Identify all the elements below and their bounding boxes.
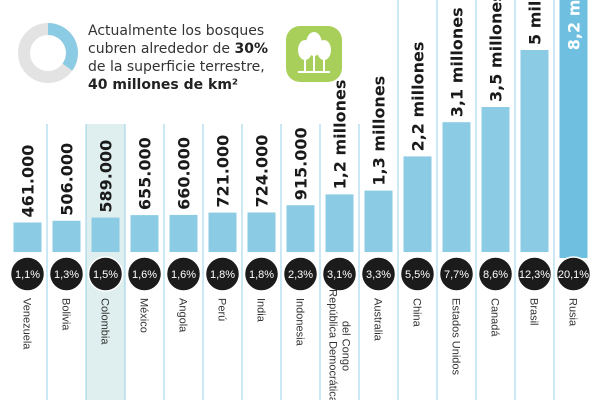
intro-line-2-text: cubren alrededor de <box>88 41 235 57</box>
percent-label: 1,6% <box>171 269 196 281</box>
bar <box>559 0 588 259</box>
percent-circle <box>438 256 475 292</box>
category-label: Venezuela <box>21 298 33 350</box>
category-label: India <box>255 298 267 323</box>
percent-circle <box>87 256 124 292</box>
percent-label: 1,3% <box>54 269 79 281</box>
bar-value-label: 589.000 <box>97 140 116 213</box>
bar <box>208 212 237 252</box>
percent-label: 5,5% <box>405 269 430 281</box>
bar-value-label: 3,5 millones <box>487 0 506 102</box>
percent-circle <box>165 256 202 292</box>
bar-value-label: 915.000 <box>292 127 311 200</box>
trees-icon <box>286 26 342 82</box>
bar-value-label: 8,2 millones <box>565 0 584 50</box>
bar <box>364 190 393 252</box>
bar-value-label: 461.000 <box>19 145 38 218</box>
bar-value-label: 3,1 millones <box>448 7 467 117</box>
category-label: Perú <box>216 298 228 321</box>
category-label: Colombia <box>99 298 111 345</box>
bar-value-label: 506.000 <box>58 143 77 216</box>
bar <box>91 217 120 252</box>
category-label: del Congo <box>340 321 352 371</box>
percent-label: 8,6% <box>483 269 508 281</box>
percent-circle <box>204 256 241 292</box>
category-label: Estados Unidos <box>450 298 462 376</box>
bar-value-label: 5 millones <box>526 0 545 45</box>
category-label: Brasil <box>528 298 540 326</box>
bar <box>247 212 276 252</box>
donut-chart-icon <box>18 23 78 83</box>
ground-line <box>298 71 330 73</box>
category-label: República Democrática <box>327 289 339 400</box>
intro-line-3: de la superficie terrestre, <box>88 59 265 75</box>
bar-value-label: 721.000 <box>214 135 233 208</box>
intro-percent: 30% <box>234 41 268 57</box>
bar <box>52 220 81 252</box>
percent-circle <box>243 256 280 292</box>
percent-label: 12,3% <box>519 269 550 281</box>
bar <box>325 194 354 252</box>
category-label: México <box>138 298 150 333</box>
percent-circle <box>282 256 319 292</box>
bar-value-label: 655.000 <box>136 137 155 210</box>
category-label: Angola <box>177 298 189 333</box>
bar <box>286 205 315 252</box>
percent-label: 2,3% <box>288 269 313 281</box>
category-label: Indonesia <box>294 298 306 347</box>
percent-circle <box>399 256 436 292</box>
category-label: Canadá <box>489 298 501 337</box>
percent-circle <box>126 256 163 292</box>
intro-text: Actualmente los bosques cubren alrededor… <box>88 22 278 94</box>
bar <box>481 107 510 252</box>
percent-label: 1,1% <box>15 269 40 281</box>
bar <box>520 50 549 252</box>
bar-value-label: 1,3 millones <box>370 76 389 186</box>
percent-circle <box>321 256 358 292</box>
intro-line-1: Actualmente los bosques <box>88 23 265 39</box>
bar <box>442 122 471 252</box>
bar <box>130 215 159 252</box>
bar-value-label: 2,2 millones <box>409 42 428 152</box>
percent-label: 7,7% <box>444 269 469 281</box>
bar-value-label: 724.000 <box>253 135 272 208</box>
percent-label: 20,1% <box>558 269 589 281</box>
percent-label: 1,8% <box>210 269 235 281</box>
bar-value-label: 660.000 <box>175 137 194 210</box>
category-label: Bolivia <box>60 298 72 331</box>
tree-right <box>317 40 331 60</box>
percent-circle <box>516 256 553 292</box>
percent-circle <box>9 256 46 292</box>
category-label: China <box>411 298 423 328</box>
percent-label: 3,1% <box>327 269 352 281</box>
percent-circle <box>48 256 85 292</box>
intro-line-2: cubren alrededor de 30% <box>88 40 278 58</box>
intro-area: 40 millones de km² <box>88 76 278 94</box>
percent-label: 3,3% <box>366 269 391 281</box>
percent-circle <box>555 256 592 292</box>
bar <box>169 214 198 252</box>
percent-label: 1,6% <box>132 269 157 281</box>
percent-circle <box>477 256 514 292</box>
category-label: Australia <box>372 298 384 342</box>
bar <box>403 156 432 252</box>
intro-area-value: 40 millones de km² <box>88 77 239 93</box>
category-label: Rusia <box>567 298 579 327</box>
bar <box>13 222 42 252</box>
percent-label: 1,8% <box>249 269 274 281</box>
bar-value-label: 1,2 millones <box>331 80 350 190</box>
percent-label: 1,5% <box>93 269 118 281</box>
percent-circle <box>360 256 397 292</box>
